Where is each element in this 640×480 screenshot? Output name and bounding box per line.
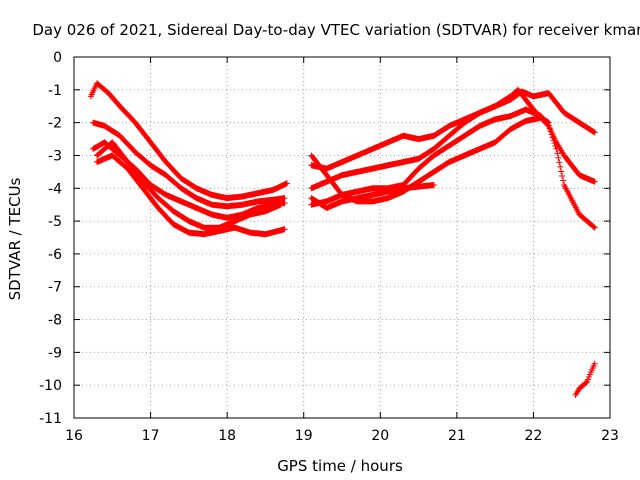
y-tick-label: -3: [48, 148, 62, 164]
series-track-1: [87, 80, 290, 202]
point-markers: [572, 360, 598, 398]
point-markers: [90, 119, 288, 210]
series-track-11: [572, 360, 598, 398]
axis-ticks: [73, 56, 611, 419]
x-tick-label: 21: [448, 428, 466, 444]
x-tick-label: 23: [601, 428, 619, 444]
point-markers: [87, 80, 290, 202]
point-markers: [308, 86, 598, 192]
y-tick-label: -6: [48, 247, 62, 263]
point-markers: [94, 152, 288, 238]
x-axis-label: GPS time / hours: [277, 457, 403, 475]
y-tick-label: -2: [48, 116, 62, 132]
y-tick-labels: 0 -1 -2 -3 -4 -5 -6 -7 -8 -9 -10 -11: [39, 50, 62, 427]
x-tick-label: 20: [371, 428, 389, 444]
series-track-10: [308, 182, 437, 211]
series-track-2: [90, 119, 288, 210]
y-tick-label: -9: [48, 345, 62, 361]
y-tick-label: -8: [48, 313, 62, 329]
series-track-5: [94, 152, 288, 238]
point-markers: [308, 114, 552, 205]
series-track-4: [94, 139, 284, 231]
y-tick-label: -4: [48, 181, 62, 197]
y-tick-label: -7: [48, 280, 62, 296]
y-axis-label: SDTVAR / TECUs: [6, 177, 24, 300]
x-tick-label: 17: [142, 428, 160, 444]
series-track-7: [308, 86, 598, 192]
x-tick-label: 22: [525, 428, 543, 444]
x-tick-label: 18: [218, 428, 236, 444]
y-tick-label: 0: [53, 50, 62, 66]
y-tick-label: -11: [39, 411, 62, 427]
x-tick-label: 16: [65, 428, 83, 444]
series-track-9: [308, 114, 552, 205]
y-tick-label: -1: [48, 83, 62, 99]
chart-title: Day 026 of 2021, Sidereal Day-to-day VTE…: [32, 21, 640, 39]
point-markers: [308, 182, 437, 211]
point-markers: [94, 139, 284, 231]
y-tick-label: -10: [39, 378, 62, 394]
x-tick-labels: 16 17 18 19 20 21 22 23: [65, 428, 619, 444]
data-points: [87, 80, 598, 398]
y-tick-label: -5: [48, 214, 62, 230]
plot-frame: [73, 56, 611, 419]
x-tick-label: 19: [295, 428, 313, 444]
